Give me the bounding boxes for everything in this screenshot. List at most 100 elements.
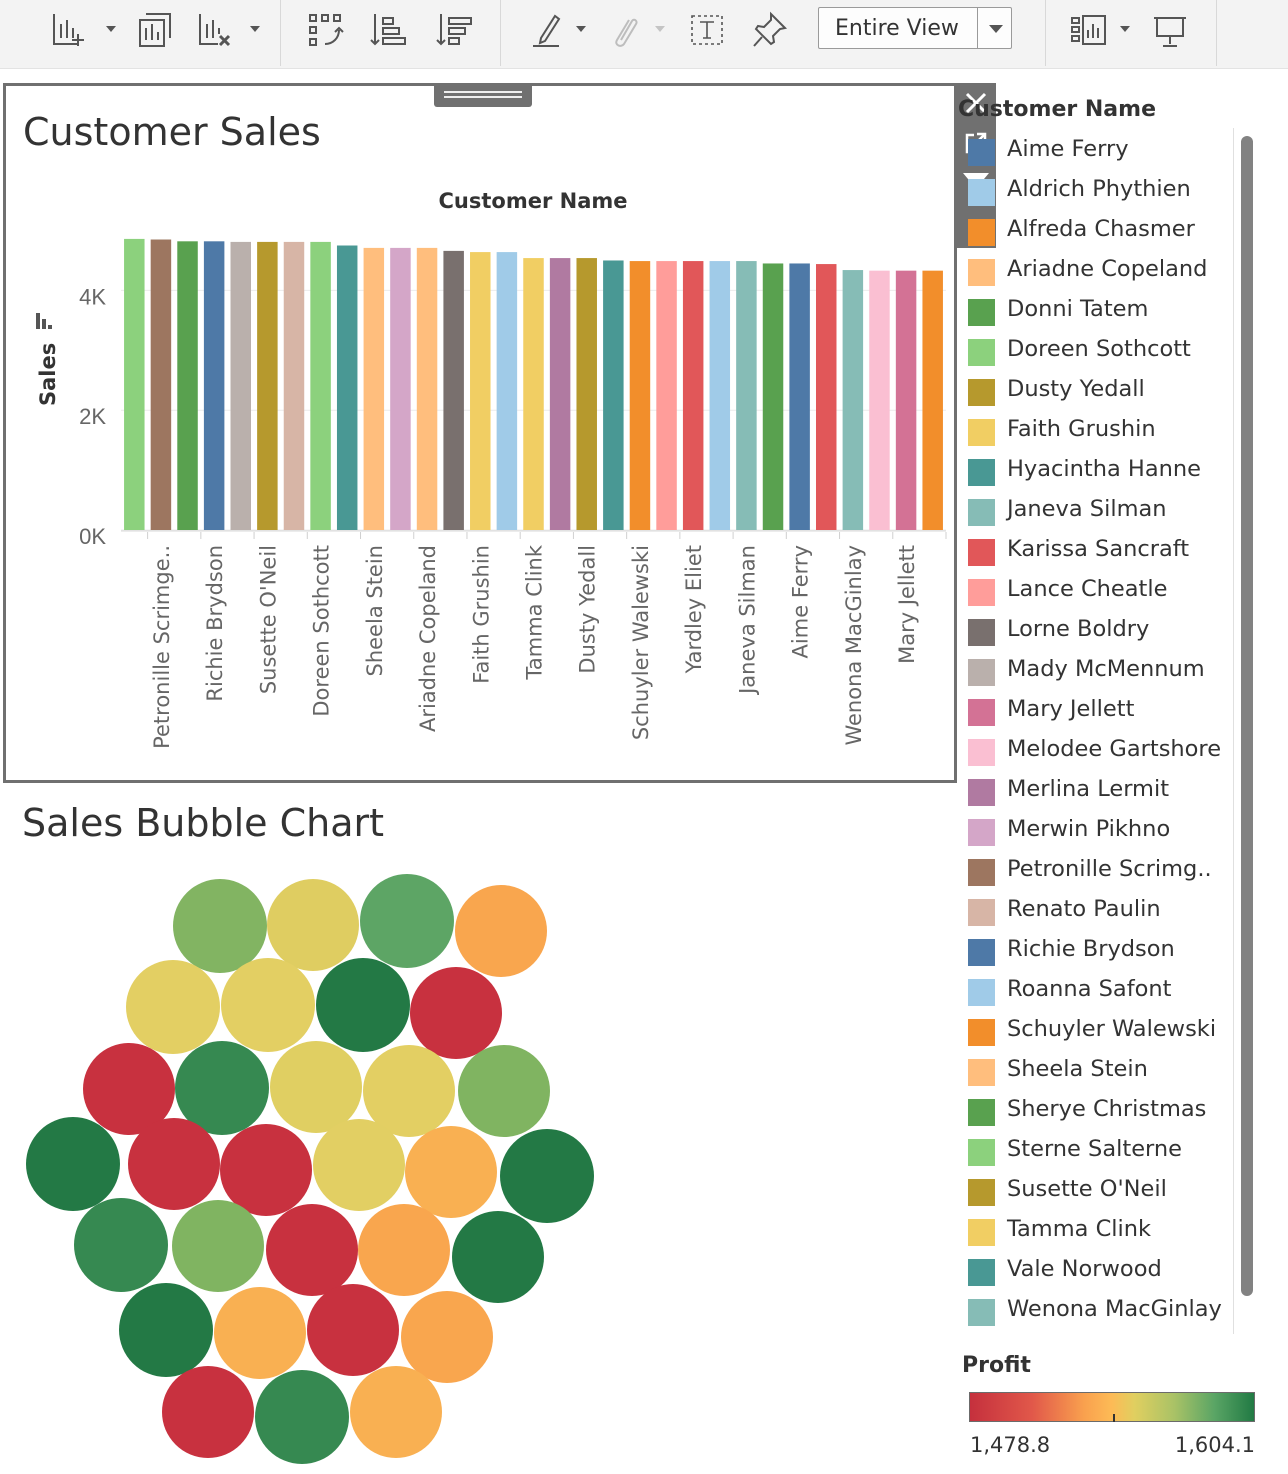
x-tick-label: Wenona MacGinlay <box>842 545 866 746</box>
bubble <box>83 1043 175 1135</box>
bar <box>336 245 358 530</box>
bar <box>257 241 278 531</box>
legend-label: Wenona MacGinlay <box>1007 1296 1222 1322</box>
bubble <box>313 1119 405 1211</box>
scrollbar-thumb[interactable] <box>1241 136 1253 1296</box>
sort-ascending-button[interactable] <box>364 8 410 52</box>
legend-swatch <box>968 1219 995 1246</box>
legend-label: Sheela Stein <box>1007 1056 1148 1082</box>
sort-icon-bar <box>42 319 46 329</box>
x-tick-label: Ariadne Copeland <box>416 545 440 732</box>
bubble <box>267 879 359 971</box>
bubble <box>162 1366 254 1458</box>
bubble <box>363 1045 455 1137</box>
bubble <box>172 1200 264 1292</box>
legend-swatch <box>968 259 995 286</box>
presentation-mode-icon <box>1154 17 1186 47</box>
bubble <box>405 1126 497 1218</box>
duplicate-sheet-button[interactable] <box>130 8 178 52</box>
legend-swatch <box>968 179 995 206</box>
presentation-mode-button[interactable] <box>1146 8 1194 52</box>
bar <box>656 261 677 530</box>
highlight-button[interactable] <box>524 8 570 52</box>
legend-swatch <box>968 859 995 886</box>
legend-label: Mady McMennum <box>1007 656 1205 682</box>
legend-swatch <box>968 539 995 566</box>
bubble <box>401 1291 493 1383</box>
legend-swatch <box>968 939 995 966</box>
y-axis-label: Sales <box>36 343 60 406</box>
close-icon <box>965 92 986 114</box>
swap-axes-button[interactable] <box>302 8 348 52</box>
group-members-button[interactable] <box>600 8 646 52</box>
bar <box>283 241 305 531</box>
chevron-down-icon[interactable] <box>989 25 1003 33</box>
show-me-dropdown-icon[interactable] <box>1120 26 1130 32</box>
sort-icon-bar <box>48 325 52 329</box>
bar <box>709 261 731 530</box>
toolbar-separator <box>500 0 501 66</box>
sort-icon <box>36 313 52 329</box>
bubble <box>307 1284 399 1376</box>
grip-line <box>444 91 522 93</box>
x-tick-label: Yardley Eliet <box>682 545 706 674</box>
close-button[interactable] <box>955 83 996 123</box>
legend-label: Janeva Silman <box>1007 496 1167 522</box>
y-tick-label: 2K <box>79 404 106 429</box>
bar <box>124 238 145 531</box>
x-tick-label: Dusty Yedall <box>576 545 600 674</box>
group-members-dropdown-icon[interactable] <box>655 26 665 32</box>
bar <box>762 263 784 530</box>
x-tick-label: Janeva Silman <box>735 545 759 696</box>
customer-sales-panel[interactable]: Customer Sales 0K 2K 4K Sales Customer Name P… <box>3 83 957 783</box>
clear-sheet-dropdown-icon[interactable] <box>250 26 260 32</box>
legend-label: Richie Brydson <box>1007 936 1175 962</box>
legend-scrollbar[interactable] <box>1233 128 1259 1334</box>
bubble <box>126 960 220 1054</box>
toolbar: Entire View <box>0 0 1288 69</box>
show-me-button[interactable] <box>1064 8 1114 52</box>
bubble <box>455 885 547 977</box>
x-tick-label: Richie Brydson <box>203 545 227 702</box>
legend-label: Aime Ferry <box>1007 136 1129 162</box>
toolbar-separator <box>1045 0 1046 66</box>
duplicate-sheet-icon <box>139 13 171 47</box>
bubble-chart-title: Sales Bubble Chart <box>22 801 385 845</box>
legend-swatch <box>968 739 995 766</box>
bar <box>842 270 864 530</box>
bubble <box>350 1366 442 1458</box>
toolbar-separator <box>280 0 281 66</box>
sort-descending-button[interactable] <box>430 8 476 52</box>
show-mark-labels-button[interactable] <box>684 8 730 52</box>
legend-label: Merlina Lermit <box>1007 776 1170 802</box>
bar <box>150 239 172 530</box>
bar <box>549 258 571 530</box>
pin-axes-button[interactable] <box>746 8 792 52</box>
bar <box>496 252 518 530</box>
bar <box>416 247 438 531</box>
profit-legend-title: Profit <box>962 1353 1031 1378</box>
highlight-dropdown-icon[interactable] <box>576 26 586 32</box>
new-worksheet-button[interactable] <box>44 8 92 52</box>
legend-label: Mary Jellett <box>1007 696 1135 722</box>
legend-swatch <box>968 579 995 606</box>
legend-label: Donni Tatem <box>1007 296 1149 322</box>
bar <box>203 241 225 531</box>
x-tick-label: Tamma Clink <box>523 544 547 680</box>
drag-handle[interactable] <box>434 83 532 107</box>
bubble <box>74 1198 168 1292</box>
legend-swatch <box>968 779 995 806</box>
fit-selector[interactable]: Entire View <box>818 7 1012 49</box>
bubble <box>410 967 502 1059</box>
legend-swatch <box>968 659 995 686</box>
legend-swatch <box>968 619 995 646</box>
legend-swatch <box>968 219 995 246</box>
new-worksheet-dropdown-icon[interactable] <box>106 26 116 32</box>
bubble <box>220 1124 312 1216</box>
legend-label: Sherye Christmas <box>1007 1096 1207 1122</box>
legend-label: Petronille Scrimg.. <box>1007 856 1212 882</box>
legend-label: Merwin Pikhno <box>1007 816 1171 842</box>
legend-swatch <box>968 499 995 526</box>
bar <box>177 241 198 531</box>
clear-sheet-button[interactable] <box>190 8 238 52</box>
